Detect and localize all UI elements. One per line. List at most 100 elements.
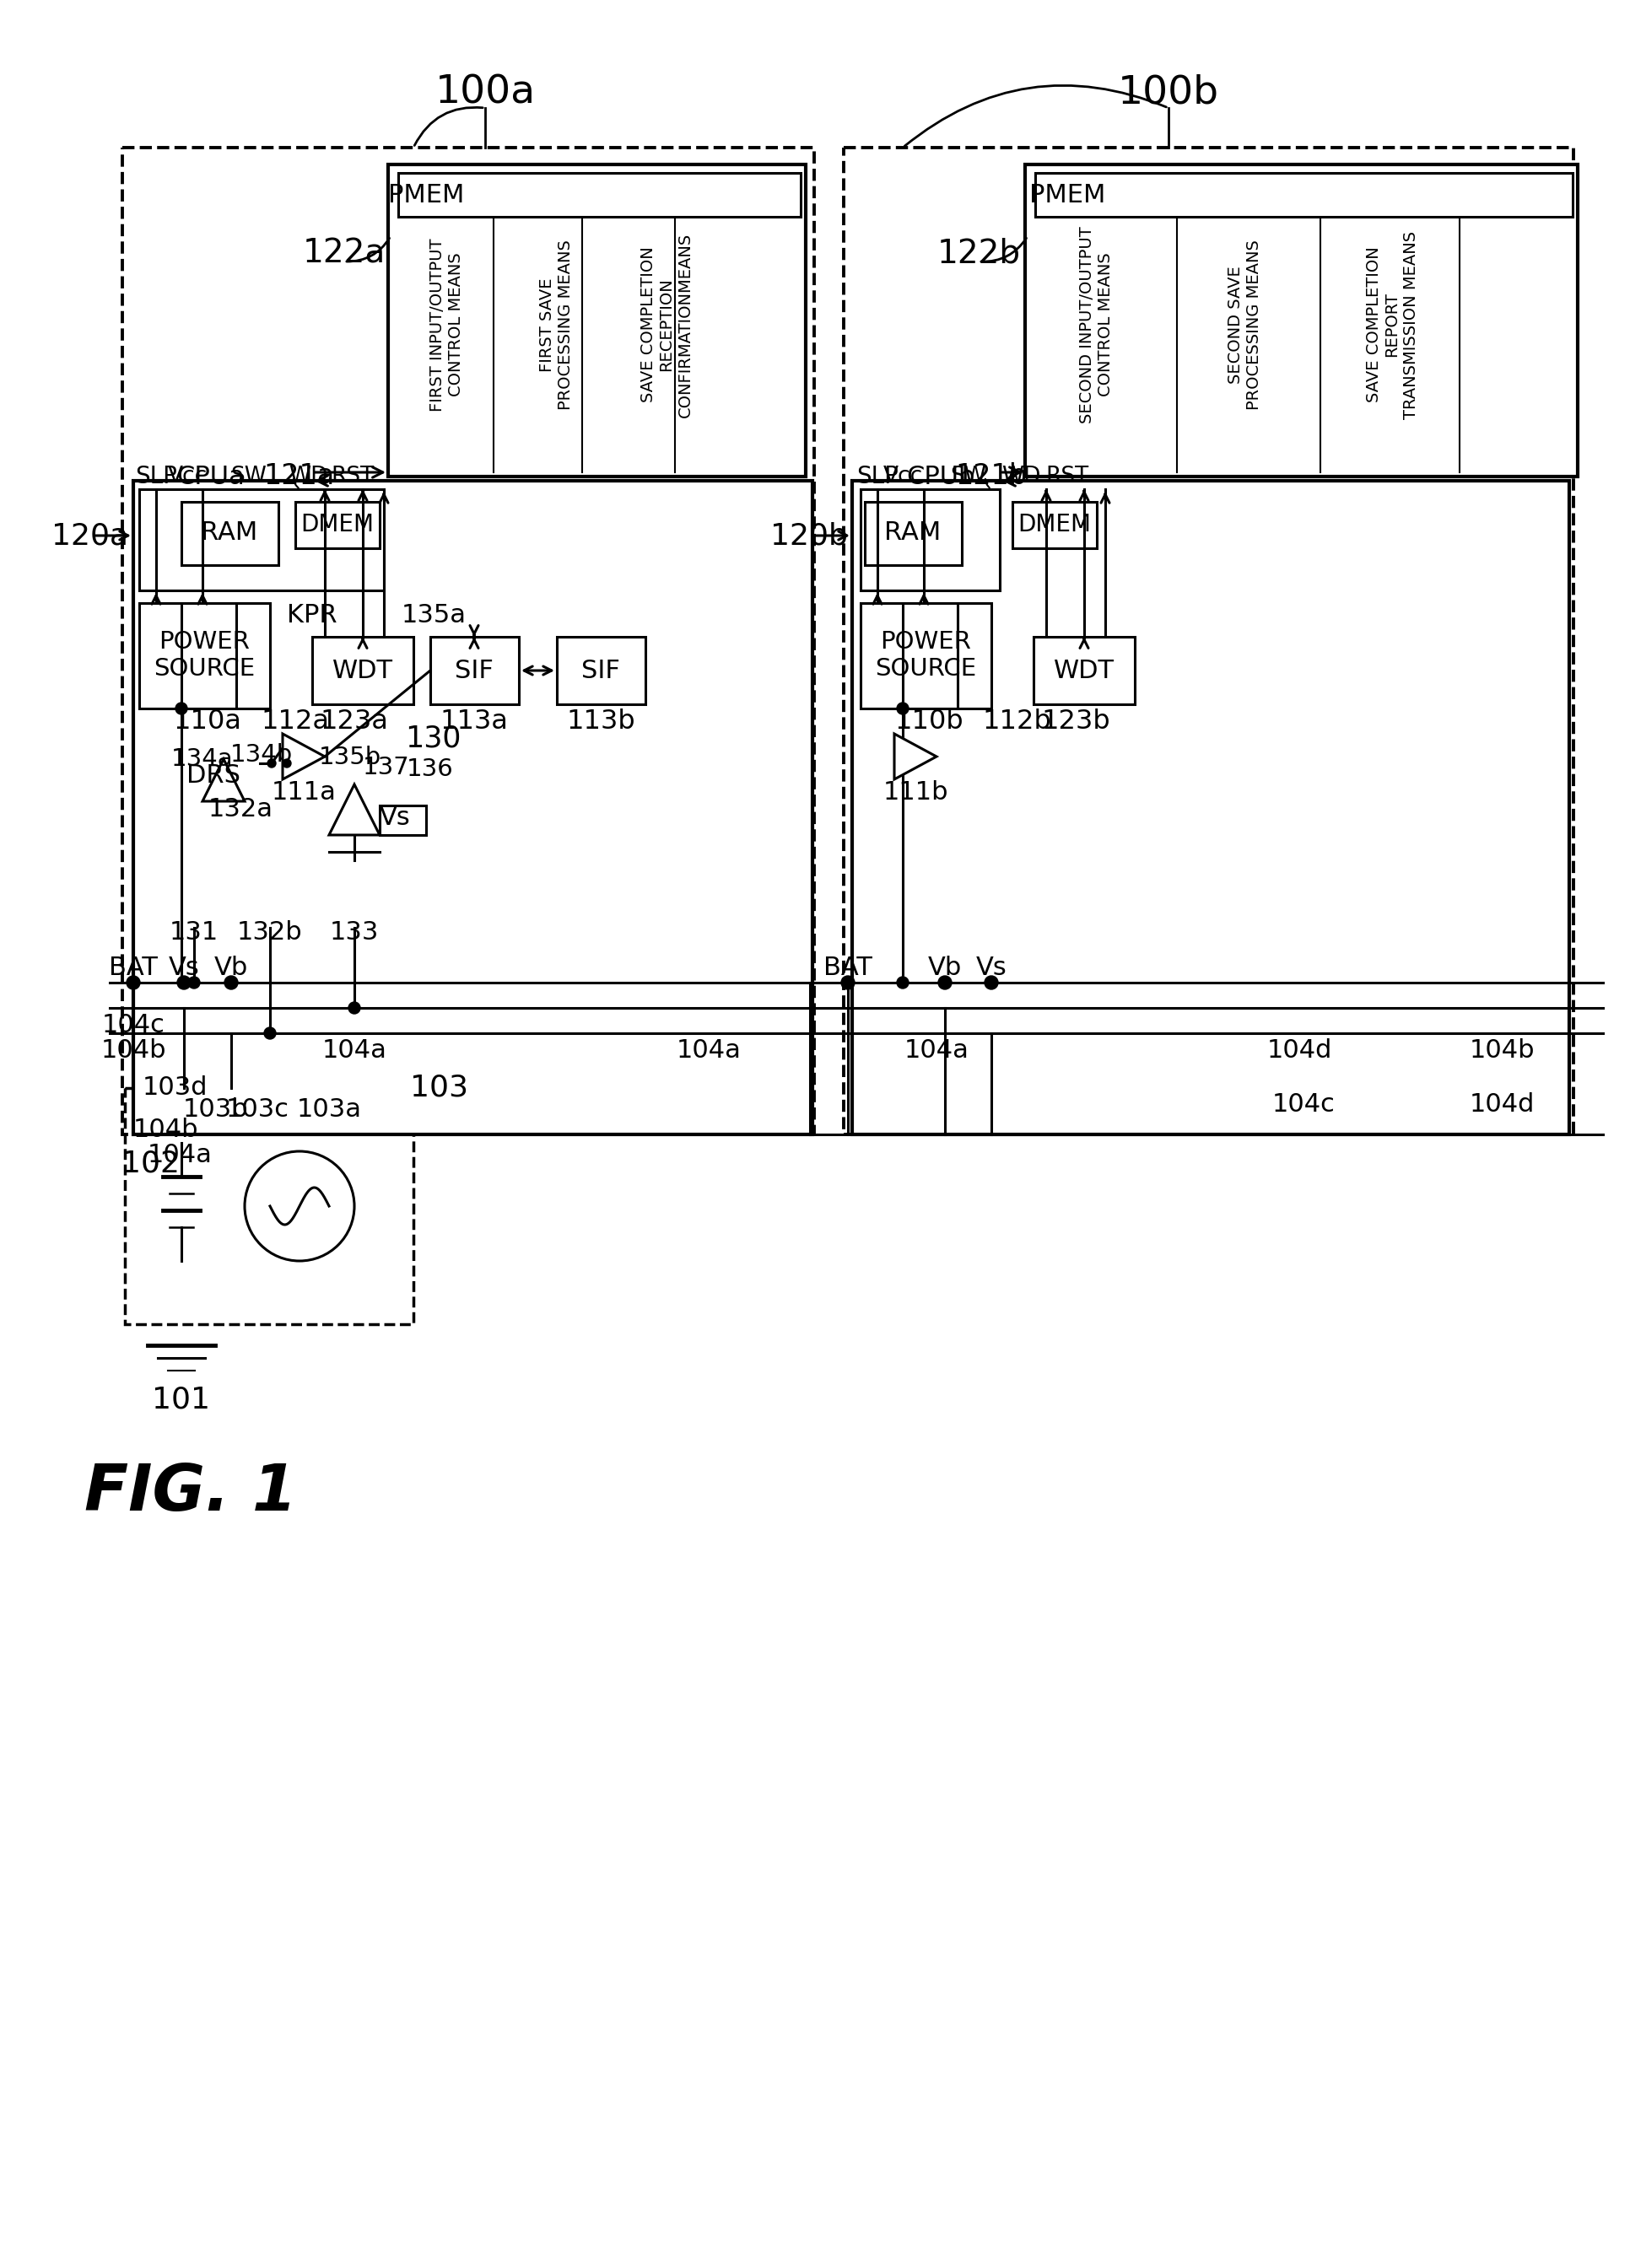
Text: Vcc: Vcc: [883, 465, 923, 488]
Text: SAVE COMPLETION
RECEPTION
CONFIRMATIONMEANS: SAVE COMPLETION RECEPTION CONFIRMATIONME…: [641, 231, 693, 417]
Bar: [380, 805, 425, 835]
Text: DMEM: DMEM: [1017, 513, 1092, 538]
Circle shape: [225, 975, 238, 989]
Text: 104b: 104b: [1469, 1039, 1534, 1061]
Text: 135a: 135a: [401, 603, 466, 628]
Text: SAVE COMPLETION
REPORT
TRANSMISSION MEANS: SAVE COMPLETION REPORT TRANSMISSION MEAN…: [1366, 231, 1418, 420]
Text: 102: 102: [121, 1150, 179, 1179]
Text: CPUb: CPUb: [906, 465, 975, 490]
Text: 121a: 121a: [264, 463, 336, 490]
Circle shape: [267, 760, 275, 767]
Text: SECOND SAVE
PROCESSING MEANS: SECOND SAVE PROCESSING MEANS: [1227, 240, 1262, 411]
Text: Vs: Vs: [168, 957, 199, 980]
Bar: [1035, 172, 1573, 218]
Text: WD: WD: [1001, 465, 1040, 488]
Bar: [398, 172, 800, 218]
Circle shape: [897, 703, 908, 714]
Text: RAM: RAM: [200, 522, 258, 544]
Text: 113b: 113b: [566, 708, 636, 735]
Text: Vs: Vs: [380, 805, 411, 830]
Text: 103d: 103d: [142, 1075, 207, 1100]
Bar: [388, 166, 805, 476]
Text: 113a: 113a: [440, 708, 509, 735]
Bar: [1012, 501, 1097, 549]
Bar: [861, 490, 999, 590]
Text: 112a: 112a: [261, 708, 329, 735]
Bar: [139, 603, 271, 708]
Text: PMEM: PMEM: [1029, 184, 1105, 206]
Text: Vb: Vb: [214, 957, 248, 980]
Text: POWER
SOURCE: POWER SOURCE: [153, 631, 254, 680]
Text: FIRST SAVE
PROCESSING MEANS: FIRST SAVE PROCESSING MEANS: [540, 240, 574, 411]
Text: Vb: Vb: [927, 957, 962, 980]
Text: 104a: 104a: [321, 1039, 386, 1061]
Text: BAT: BAT: [823, 957, 872, 980]
Text: SIF: SIF: [582, 658, 619, 683]
Text: 111b: 111b: [883, 780, 949, 805]
Text: 103: 103: [409, 1073, 468, 1102]
Text: 130: 130: [404, 723, 461, 753]
Text: 136: 136: [408, 758, 453, 780]
Bar: [122, 147, 813, 1134]
Text: 101: 101: [152, 1386, 210, 1415]
Text: FIRST INPUT/OUTPUT
CONTROL MEANS: FIRST INPUT/OUTPUT CONTROL MEANS: [430, 238, 465, 411]
Text: PMEM: PMEM: [388, 184, 465, 206]
Text: 110b: 110b: [895, 708, 963, 735]
Text: 103a: 103a: [297, 1098, 362, 1120]
Circle shape: [178, 975, 191, 989]
Text: 120a: 120a: [52, 522, 129, 549]
Bar: [1025, 166, 1578, 476]
Text: SW: SW: [231, 465, 267, 488]
Text: 133: 133: [329, 921, 378, 943]
Circle shape: [985, 975, 998, 989]
Text: 131: 131: [170, 921, 218, 943]
Text: DMEM: DMEM: [302, 513, 375, 538]
Text: SIF: SIF: [455, 658, 494, 683]
Text: 104a: 104a: [905, 1039, 968, 1061]
Text: 104c: 104c: [1271, 1093, 1335, 1118]
Text: 112b: 112b: [983, 708, 1051, 735]
Text: 103c: 103c: [225, 1098, 289, 1120]
Circle shape: [127, 975, 140, 989]
Circle shape: [897, 978, 908, 989]
Bar: [844, 147, 1573, 1134]
Bar: [861, 603, 991, 708]
Text: Vs: Vs: [976, 957, 1007, 980]
Bar: [181, 501, 279, 565]
Text: RST: RST: [1045, 465, 1089, 488]
Text: 123b: 123b: [1042, 708, 1110, 735]
Text: KPR: KPR: [287, 603, 337, 628]
Polygon shape: [202, 760, 245, 801]
Bar: [139, 490, 385, 590]
Circle shape: [282, 760, 292, 767]
Text: 135b: 135b: [319, 746, 381, 769]
Bar: [295, 501, 380, 549]
Text: DRS: DRS: [186, 764, 241, 789]
Text: CPUa: CPUa: [178, 465, 244, 490]
Text: Vcc: Vcc: [168, 465, 207, 488]
Text: 121b: 121b: [955, 463, 1027, 490]
Circle shape: [939, 975, 952, 989]
Bar: [134, 481, 812, 1134]
Bar: [557, 637, 645, 705]
Circle shape: [841, 975, 854, 989]
Text: 110a: 110a: [173, 708, 241, 735]
Text: 132b: 132b: [238, 921, 303, 943]
Text: 104c: 104c: [101, 1012, 165, 1036]
Text: 104b: 104b: [101, 1039, 166, 1061]
Text: 123a: 123a: [319, 708, 388, 735]
Circle shape: [176, 703, 187, 714]
Text: RST: RST: [331, 465, 375, 488]
Text: 104d: 104d: [1469, 1093, 1534, 1118]
Circle shape: [245, 1152, 354, 1261]
Bar: [852, 481, 1570, 1134]
Text: 100b: 100b: [1118, 75, 1219, 111]
Text: FIG. 1: FIG. 1: [85, 1461, 297, 1524]
Circle shape: [264, 1027, 275, 1039]
Polygon shape: [329, 785, 380, 835]
Text: 103b: 103b: [183, 1098, 248, 1120]
Circle shape: [349, 1002, 360, 1014]
Text: 111a: 111a: [271, 780, 336, 805]
Text: BAT: BAT: [109, 957, 158, 980]
Bar: [1033, 637, 1134, 705]
